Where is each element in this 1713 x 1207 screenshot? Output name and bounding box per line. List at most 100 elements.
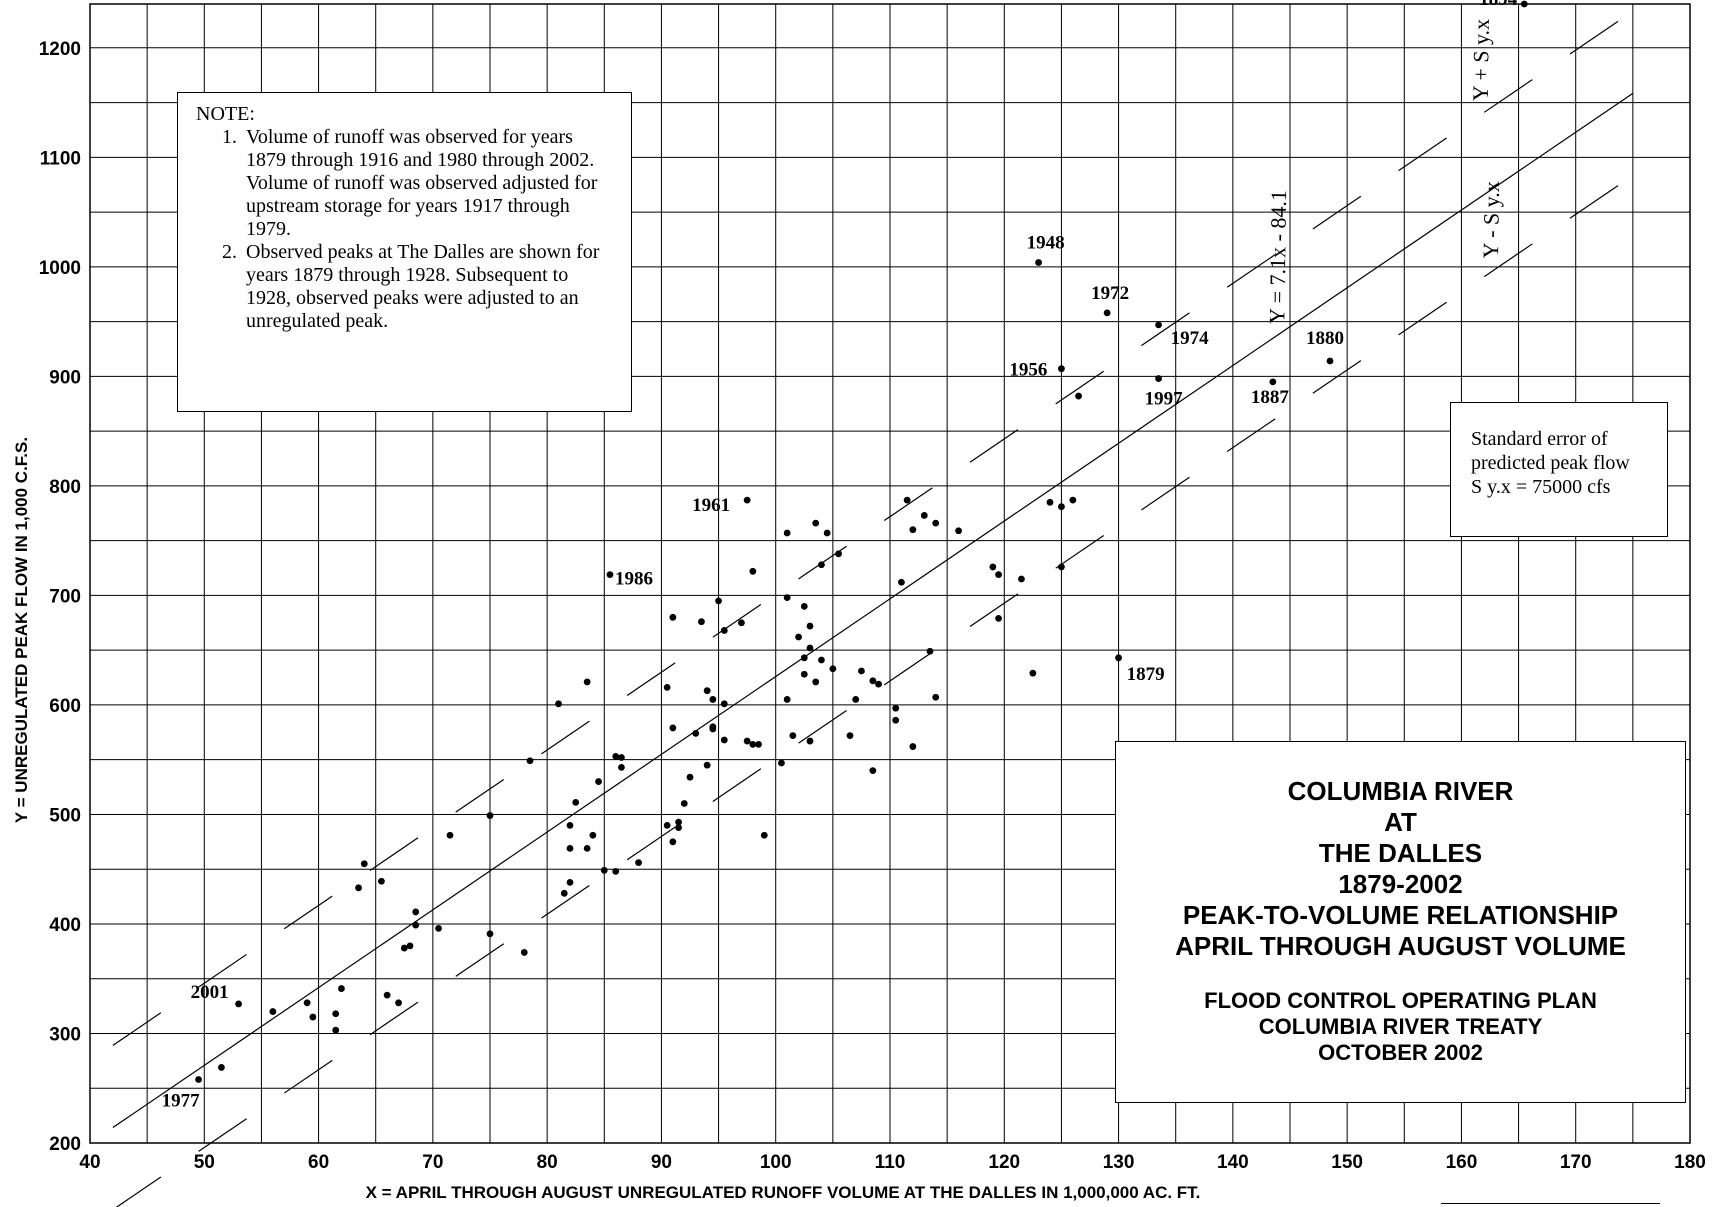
subtitle-line: FLOOD CONTROL OPERATING PLAN — [1116, 988, 1685, 1014]
upper-error-segment — [1570, 21, 1618, 54]
x-tick-label: 80 — [537, 1152, 558, 1173]
y-tick-label: 1000 — [39, 258, 81, 279]
data-point — [698, 618, 705, 625]
title-line: 1879-2002 — [1116, 869, 1685, 900]
y-tick-label: 900 — [49, 367, 81, 388]
data-point — [1047, 499, 1054, 506]
x-tick-label: 180 — [1674, 1152, 1706, 1173]
data-point — [807, 623, 814, 630]
data-point — [521, 949, 528, 956]
data-point — [932, 520, 939, 527]
data-point — [801, 603, 808, 610]
lower-error-segment — [1227, 419, 1275, 452]
lower-error-segment — [799, 710, 847, 743]
upper-line-label: Y + S y.x — [1468, 19, 1494, 102]
regression-line-labels: Y + S y.x Y = 7.1x - 84.1 Y - S y.x — [1264, 19, 1504, 324]
data-point — [715, 597, 722, 604]
labeled-data-point — [744, 497, 751, 504]
data-point — [778, 760, 785, 767]
labeled-data-point — [1115, 654, 1122, 661]
data-point — [709, 723, 716, 730]
point-year-label: 1972 — [1091, 283, 1129, 304]
labeled-data-point — [1155, 375, 1162, 382]
y-tick-label: 200 — [49, 1134, 81, 1155]
data-point — [995, 571, 1002, 578]
data-point — [618, 764, 625, 771]
title-line: COLUMBIA RIVER — [1116, 776, 1685, 807]
data-point — [721, 627, 728, 634]
x-tick-label: 160 — [1446, 1152, 1478, 1173]
data-point — [829, 665, 836, 672]
data-point — [892, 717, 899, 724]
upper-error-segment — [456, 779, 504, 812]
subtitle-line: COLUMBIA RIVER TREATY — [1116, 1014, 1685, 1040]
data-point — [384, 992, 391, 999]
data-point — [892, 705, 899, 712]
data-point — [812, 520, 819, 527]
data-point — [835, 550, 842, 557]
data-point — [1058, 503, 1065, 510]
data-point — [709, 696, 716, 703]
title-block: COLUMBIA RIVER AT THE DALLES 1879-2002 P… — [1115, 741, 1686, 1103]
standard-error-box: Standard error of predicted peak flow S … — [1450, 402, 1668, 537]
data-point — [447, 832, 454, 839]
labeled-data-point — [1327, 358, 1334, 365]
x-tick-label: 140 — [1217, 1152, 1249, 1173]
standard-error-line: predicted peak flow — [1471, 451, 1667, 475]
x-tick-label: 150 — [1331, 1152, 1363, 1173]
x-tick-label: 130 — [1103, 1152, 1135, 1173]
data-point — [704, 762, 711, 769]
point-year-label: 2001 — [191, 982, 229, 1003]
data-point — [749, 568, 756, 575]
data-point — [584, 845, 591, 852]
labeled-data-point — [1035, 259, 1042, 266]
labeled-data-point — [1058, 365, 1065, 372]
data-point — [1075, 393, 1082, 400]
x-tick-label: 60 — [308, 1152, 329, 1173]
data-point — [989, 564, 996, 571]
labeled-data-point — [1104, 309, 1111, 316]
title-line: THE DALLES — [1116, 838, 1685, 869]
data-point — [269, 1008, 276, 1015]
data-point — [955, 527, 962, 534]
x-tick-label: 40 — [79, 1152, 100, 1173]
point-year-label: 1887 — [1251, 387, 1290, 408]
data-point — [555, 700, 562, 707]
data-point — [824, 530, 831, 537]
upper-error-segment — [370, 838, 418, 871]
data-point — [304, 999, 311, 1006]
data-point — [601, 867, 608, 874]
data-point — [572, 799, 579, 806]
data-point — [669, 614, 676, 621]
data-point — [721, 700, 728, 707]
note-item: Observed peaks at The Dalles are shown f… — [242, 241, 617, 333]
labeled-data-point — [235, 1001, 242, 1008]
data-point — [784, 594, 791, 601]
data-point — [801, 671, 808, 678]
lower-error-segment — [370, 1002, 418, 1035]
y-tick-label: 1200 — [39, 39, 81, 60]
x-tick-label: 110 — [875, 1152, 906, 1173]
data-point — [904, 497, 911, 504]
data-point — [332, 1027, 339, 1034]
data-point — [789, 732, 796, 739]
data-point — [618, 754, 625, 761]
point-year-label: 1894 — [1479, 0, 1518, 10]
upper-error-segment — [970, 430, 1018, 463]
lower-error-segment — [456, 944, 504, 977]
data-point — [407, 942, 414, 949]
data-point — [1058, 564, 1065, 571]
data-point — [692, 730, 699, 737]
upper-error-segment — [1399, 138, 1447, 171]
x-axis-title: X = APRIL THROUGH AUGUST UNREGULATED RUN… — [366, 1183, 1201, 1202]
note-list: Volume of runoff was observed for years … — [192, 126, 617, 333]
labeled-data-point — [1521, 1, 1528, 8]
data-point — [847, 732, 854, 739]
data-point — [412, 909, 419, 916]
data-point — [784, 530, 791, 537]
data-point — [704, 687, 711, 694]
point-year-label: 1948 — [1027, 232, 1065, 253]
data-point — [561, 890, 568, 897]
data-point — [818, 561, 825, 568]
note-box: NOTE: Volume of runoff was observed for … — [177, 92, 632, 412]
